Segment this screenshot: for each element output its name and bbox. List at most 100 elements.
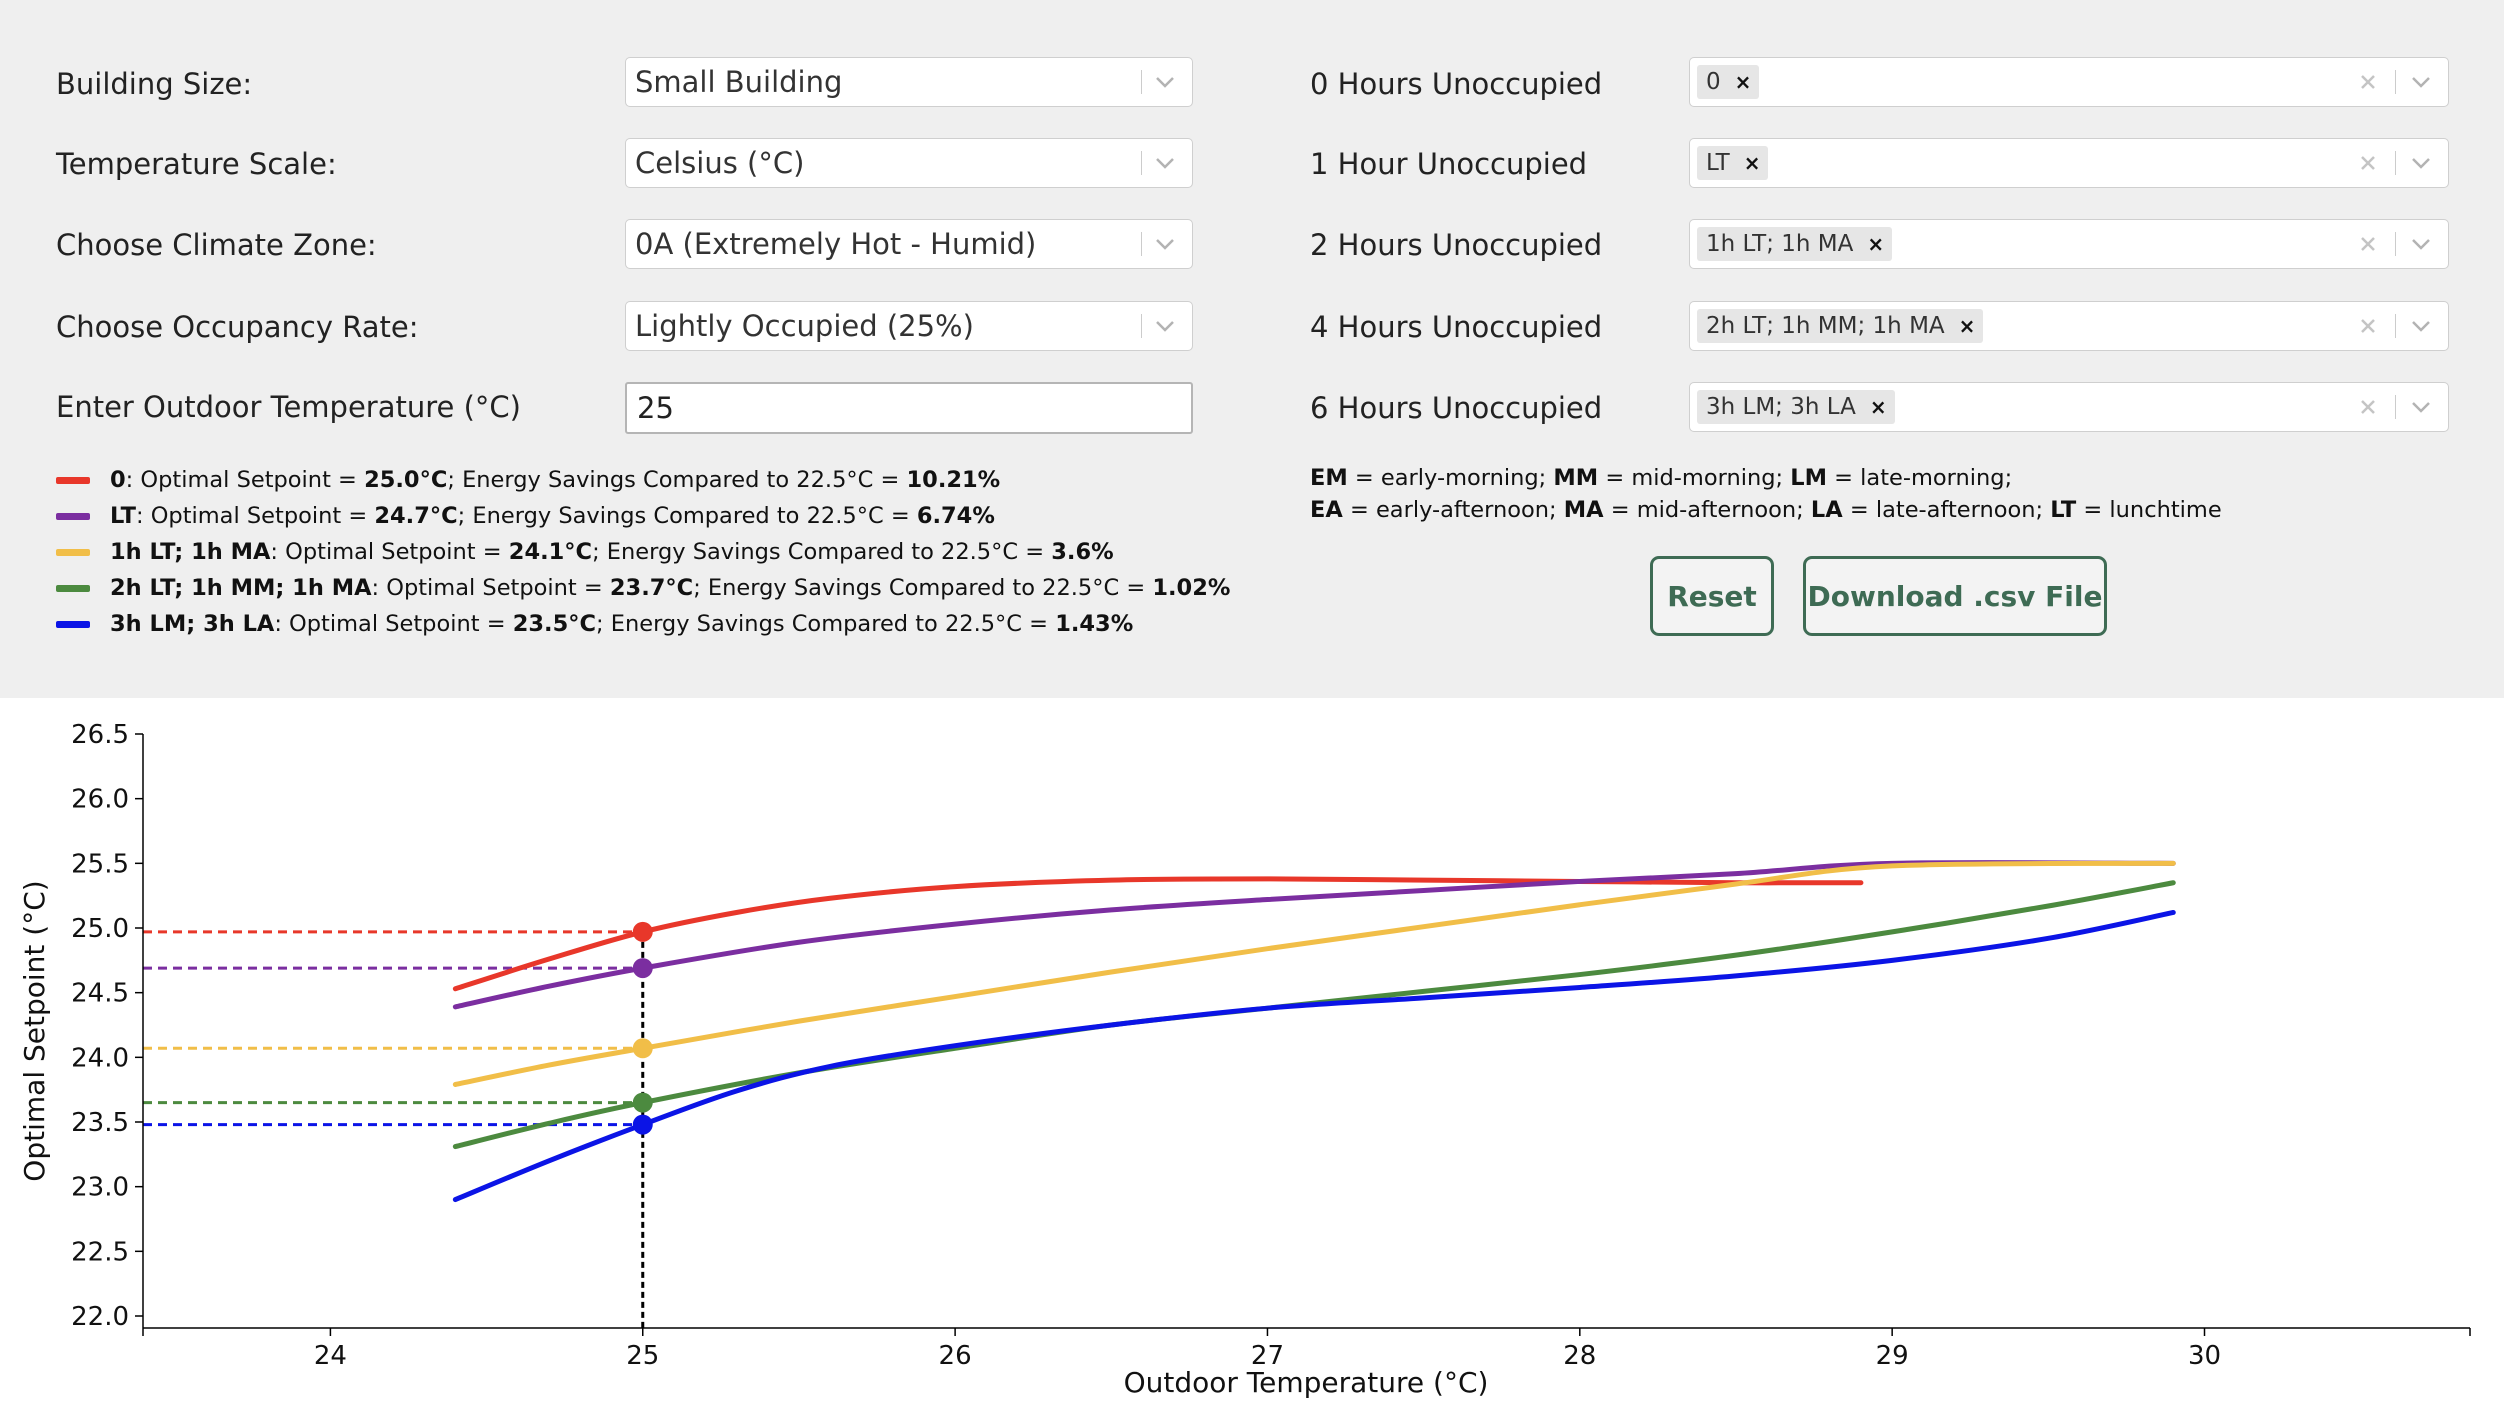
remove-chip-icon[interactable]: × [1734, 70, 1752, 94]
legend-setpoint: 23.7°C [609, 575, 694, 601]
series-marker [632, 958, 653, 979]
select-separator [1141, 232, 1142, 256]
clear-icon[interactable] [2356, 310, 2380, 342]
legend-swatch [56, 477, 90, 484]
outdoor-temp-label: Enter Outdoor Temperature (°C) [56, 390, 521, 424]
clear-icon[interactable] [2356, 391, 2380, 423]
schedule-1h-select[interactable]: LT × [1689, 138, 2449, 188]
y-tick-label: 24.0 [71, 1043, 129, 1073]
select-separator [2395, 151, 2396, 175]
y-tick-label: 22.0 [71, 1302, 129, 1332]
climate-zone-value: 0A (Extremely Hot - Humid) [635, 227, 1037, 261]
legend-text: : Optimal Setpoint = [135, 503, 375, 529]
download-csv-button[interactable]: Download .csv File [1803, 556, 2107, 636]
series-line [452, 860, 2176, 1087]
y-tick-label: 23.0 [71, 1173, 129, 1203]
chevron-down-icon[interactable] [2408, 228, 2434, 260]
legend-series-name: 0 [110, 467, 126, 493]
schedule-0h-select[interactable]: 0 × [1689, 57, 2449, 107]
y-tick-label: 26.0 [71, 785, 129, 815]
y-tick-label: 26.5 [71, 720, 129, 750]
chip-label: 1h LT; 1h MA [1706, 231, 1854, 257]
climate-zone-select[interactable]: 0A (Extremely Hot - Humid) [625, 219, 1193, 269]
chevron-down-icon[interactable] [2408, 310, 2434, 342]
abbreviation-line: EM = early-morning; MM = mid-morning; LM… [1310, 462, 2222, 494]
reset-button[interactable]: Reset [1650, 556, 1774, 636]
abbr-value: = late-morning; [1827, 465, 2013, 491]
x-tick-label: 30 [2188, 1341, 2221, 1371]
abbr-value: = late-afternoon; [1842, 497, 2051, 523]
schedule-chip: LT × [1697, 146, 1769, 180]
series-line [452, 909, 2176, 1203]
temperature-scale-select[interactable]: Celsius (°C) [625, 138, 1193, 188]
schedule-4h-label: 4 Hours Unoccupied [1310, 310, 1603, 344]
chevron-down-icon[interactable] [2408, 391, 2434, 423]
select-separator [2395, 395, 2396, 419]
legend-savings: 1.43% [1055, 611, 1134, 637]
legend-text: ; Energy Savings Compared to 22.5°C = [457, 503, 917, 529]
x-tick-label: 27 [1251, 1341, 1284, 1371]
chip-label: 3h LM; 3h LA [1706, 394, 1856, 420]
chevron-down-icon[interactable] [1152, 147, 1178, 179]
remove-chip-icon[interactable]: × [1743, 151, 1761, 175]
y-axis-title: Optimal Setpoint (°C) [18, 880, 51, 1181]
setpoint-chart: 22.0 22.5 23.0 23.5 24.0 24.5 25.0 25.5 26.0 26.5… [18, 720, 2471, 1399]
legend-text: : Optimal Setpoint = [125, 467, 365, 493]
legend-setpoint: 23.5°C [512, 611, 597, 637]
building-size-label: Building Size: [56, 67, 253, 101]
schedule-4h-select[interactable]: 2h LT; 1h MM; 1h MA × [1689, 301, 2449, 351]
abbr-key: EM [1310, 465, 1348, 491]
chevron-down-icon[interactable] [2408, 66, 2434, 98]
legend-swatch [56, 585, 90, 592]
clear-icon[interactable] [2356, 228, 2380, 260]
outdoor-temp-input[interactable]: 25 [625, 382, 1193, 434]
legend-savings: 10.21% [906, 467, 1001, 493]
chevron-down-icon[interactable] [2408, 147, 2434, 179]
series-line [452, 880, 2176, 1150]
chevron-down-icon[interactable] [1152, 228, 1178, 260]
chip-label: 0 [1706, 69, 1721, 95]
remove-chip-icon[interactable]: × [1958, 314, 1976, 338]
schedule-chip: 2h LT; 1h MM; 1h MA × [1697, 309, 1984, 343]
y-tick-label: 25.0 [71, 914, 129, 944]
chevron-down-icon[interactable] [1152, 66, 1178, 98]
legend-setpoint: 25.0°C [364, 467, 448, 493]
legend-series-name: LT [110, 503, 136, 529]
series-marker [632, 1092, 653, 1113]
legend-savings: 6.74% [916, 503, 995, 529]
schedule-2h-select[interactable]: 1h LT; 1h MA × [1689, 219, 2449, 269]
temperature-scale-label: Temperature Scale: [56, 147, 337, 181]
legend-text: ; Energy Savings Compared to 22.5°C = [592, 539, 1052, 565]
legend-text: ; Energy Savings Compared to 22.5°C = [596, 611, 1056, 637]
abbr-key: LM [1790, 465, 1827, 491]
abbr-key: EA [1310, 497, 1343, 523]
occupancy-rate-value: Lightly Occupied (25%) [635, 309, 974, 343]
series-line [452, 860, 2176, 1010]
clear-icon[interactable] [2356, 66, 2380, 98]
occupancy-rate-select[interactable]: Lightly Occupied (25%) [625, 301, 1193, 351]
clear-icon[interactable] [2356, 147, 2380, 179]
abbr-key: LA [1810, 497, 1843, 523]
y-tick-label: 25.5 [71, 849, 129, 879]
abbr-value: = mid-morning; [1598, 465, 1791, 491]
y-tick-label: 23.5 [71, 1108, 129, 1138]
x-tick-label: 28 [1563, 1341, 1596, 1371]
schedule-1h-label: 1 Hour Unoccupied [1310, 147, 1588, 181]
schedule-chip: 1h LT; 1h MA × [1697, 227, 1893, 261]
series-marker [632, 921, 653, 942]
chip-label: LT [1706, 150, 1730, 176]
climate-zone-label: Choose Climate Zone: [56, 228, 377, 262]
x-tick-label: 25 [626, 1341, 659, 1371]
remove-chip-icon[interactable]: × [1869, 395, 1887, 419]
select-separator [1141, 151, 1142, 175]
select-separator [2395, 70, 2396, 94]
remove-chip-icon[interactable]: × [1867, 232, 1885, 256]
legend-swatch [56, 513, 90, 520]
series-marker [632, 1038, 653, 1059]
building-size-select[interactable]: Small Building [625, 57, 1193, 107]
legend-text: ; Energy Savings Compared to 22.5°C = [447, 467, 907, 493]
legend-setpoint: 24.1°C [508, 539, 593, 565]
chevron-down-icon[interactable] [1152, 310, 1178, 342]
schedule-6h-select[interactable]: 3h LM; 3h LA × [1689, 382, 2449, 432]
schedule-chip: 3h LM; 3h LA × [1697, 390, 1895, 424]
